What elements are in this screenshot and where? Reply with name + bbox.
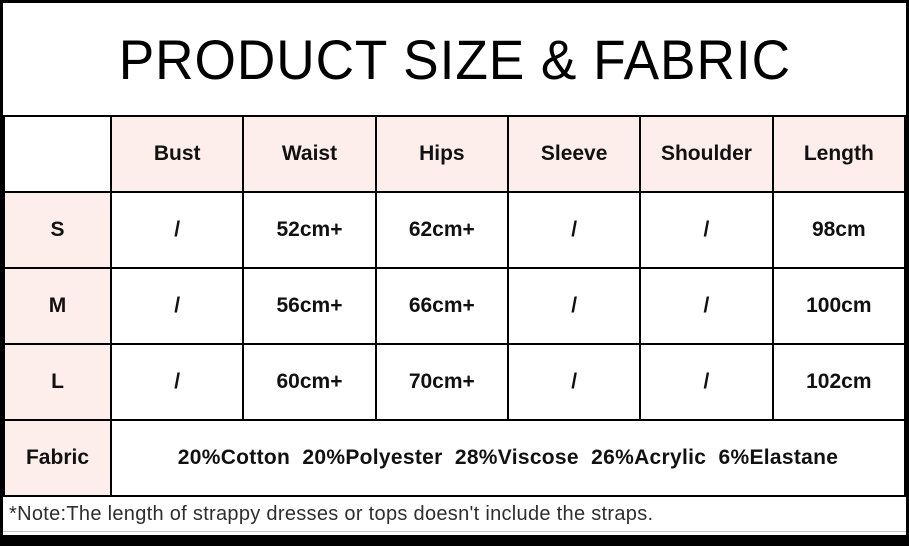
title-section: PRODUCT SIZE & FABRIC [3,3,906,115]
table-cell: 56cm+ [242,267,377,345]
table-cell: / [506,191,642,269]
row-label-s: S [3,191,112,269]
fabric-composition: 20%Cotton 20%Polyester 28%Viscose 26%Acr… [110,419,906,497]
table-cell: 62cm+ [374,191,509,269]
row-label-m: M [3,267,112,345]
table-cell: / [639,191,774,269]
note-text: *Note:The length of strappy dresses or t… [3,497,906,532]
table-cell: 70cm+ [374,343,509,421]
col-header-bust: Bust [109,115,245,193]
col-header-length: Length [771,115,906,193]
page-title: PRODUCT SIZE & FABRIC [118,27,791,91]
table-cell: / [639,267,774,345]
table-cell: 60cm+ [242,343,377,421]
table-row-size-l: L / 60cm+ 70cm+ / / 102cm [3,343,906,421]
table-row-fabric: Fabric 20%Cotton 20%Polyester 28%Viscose… [3,419,906,497]
size-table: Bust Waist Hips Sleeve Shoulder Length S… [3,115,906,497]
col-header-shoulder: Shoulder [639,115,774,193]
table-cell: 52cm+ [242,191,377,269]
table-row-size-m: M / 56cm+ 66cm+ / / 100cm [3,267,906,345]
table-cell: 102cm [771,343,906,421]
table-cell: / [506,267,642,345]
corner-cell [3,115,112,193]
table-row-size-s: S / 52cm+ 62cm+ / / 98cm [3,191,906,269]
table-cell: 100cm [771,267,906,345]
col-header-waist: Waist [242,115,377,193]
table-cell: 98cm [771,191,906,269]
table-header-row: Bust Waist Hips Sleeve Shoulder Length [3,115,906,193]
row-label-fabric: Fabric [3,419,112,497]
col-header-hips: Hips [374,115,509,193]
table-cell: / [109,191,245,269]
table-cell: / [639,343,774,421]
table-cell: / [109,267,245,345]
col-header-sleeve: Sleeve [506,115,642,193]
row-label-l: L [3,343,112,421]
bottom-border-bar [3,535,906,543]
table-cell: 66cm+ [374,267,509,345]
table-cell: / [506,343,642,421]
table-cell: / [109,343,245,421]
